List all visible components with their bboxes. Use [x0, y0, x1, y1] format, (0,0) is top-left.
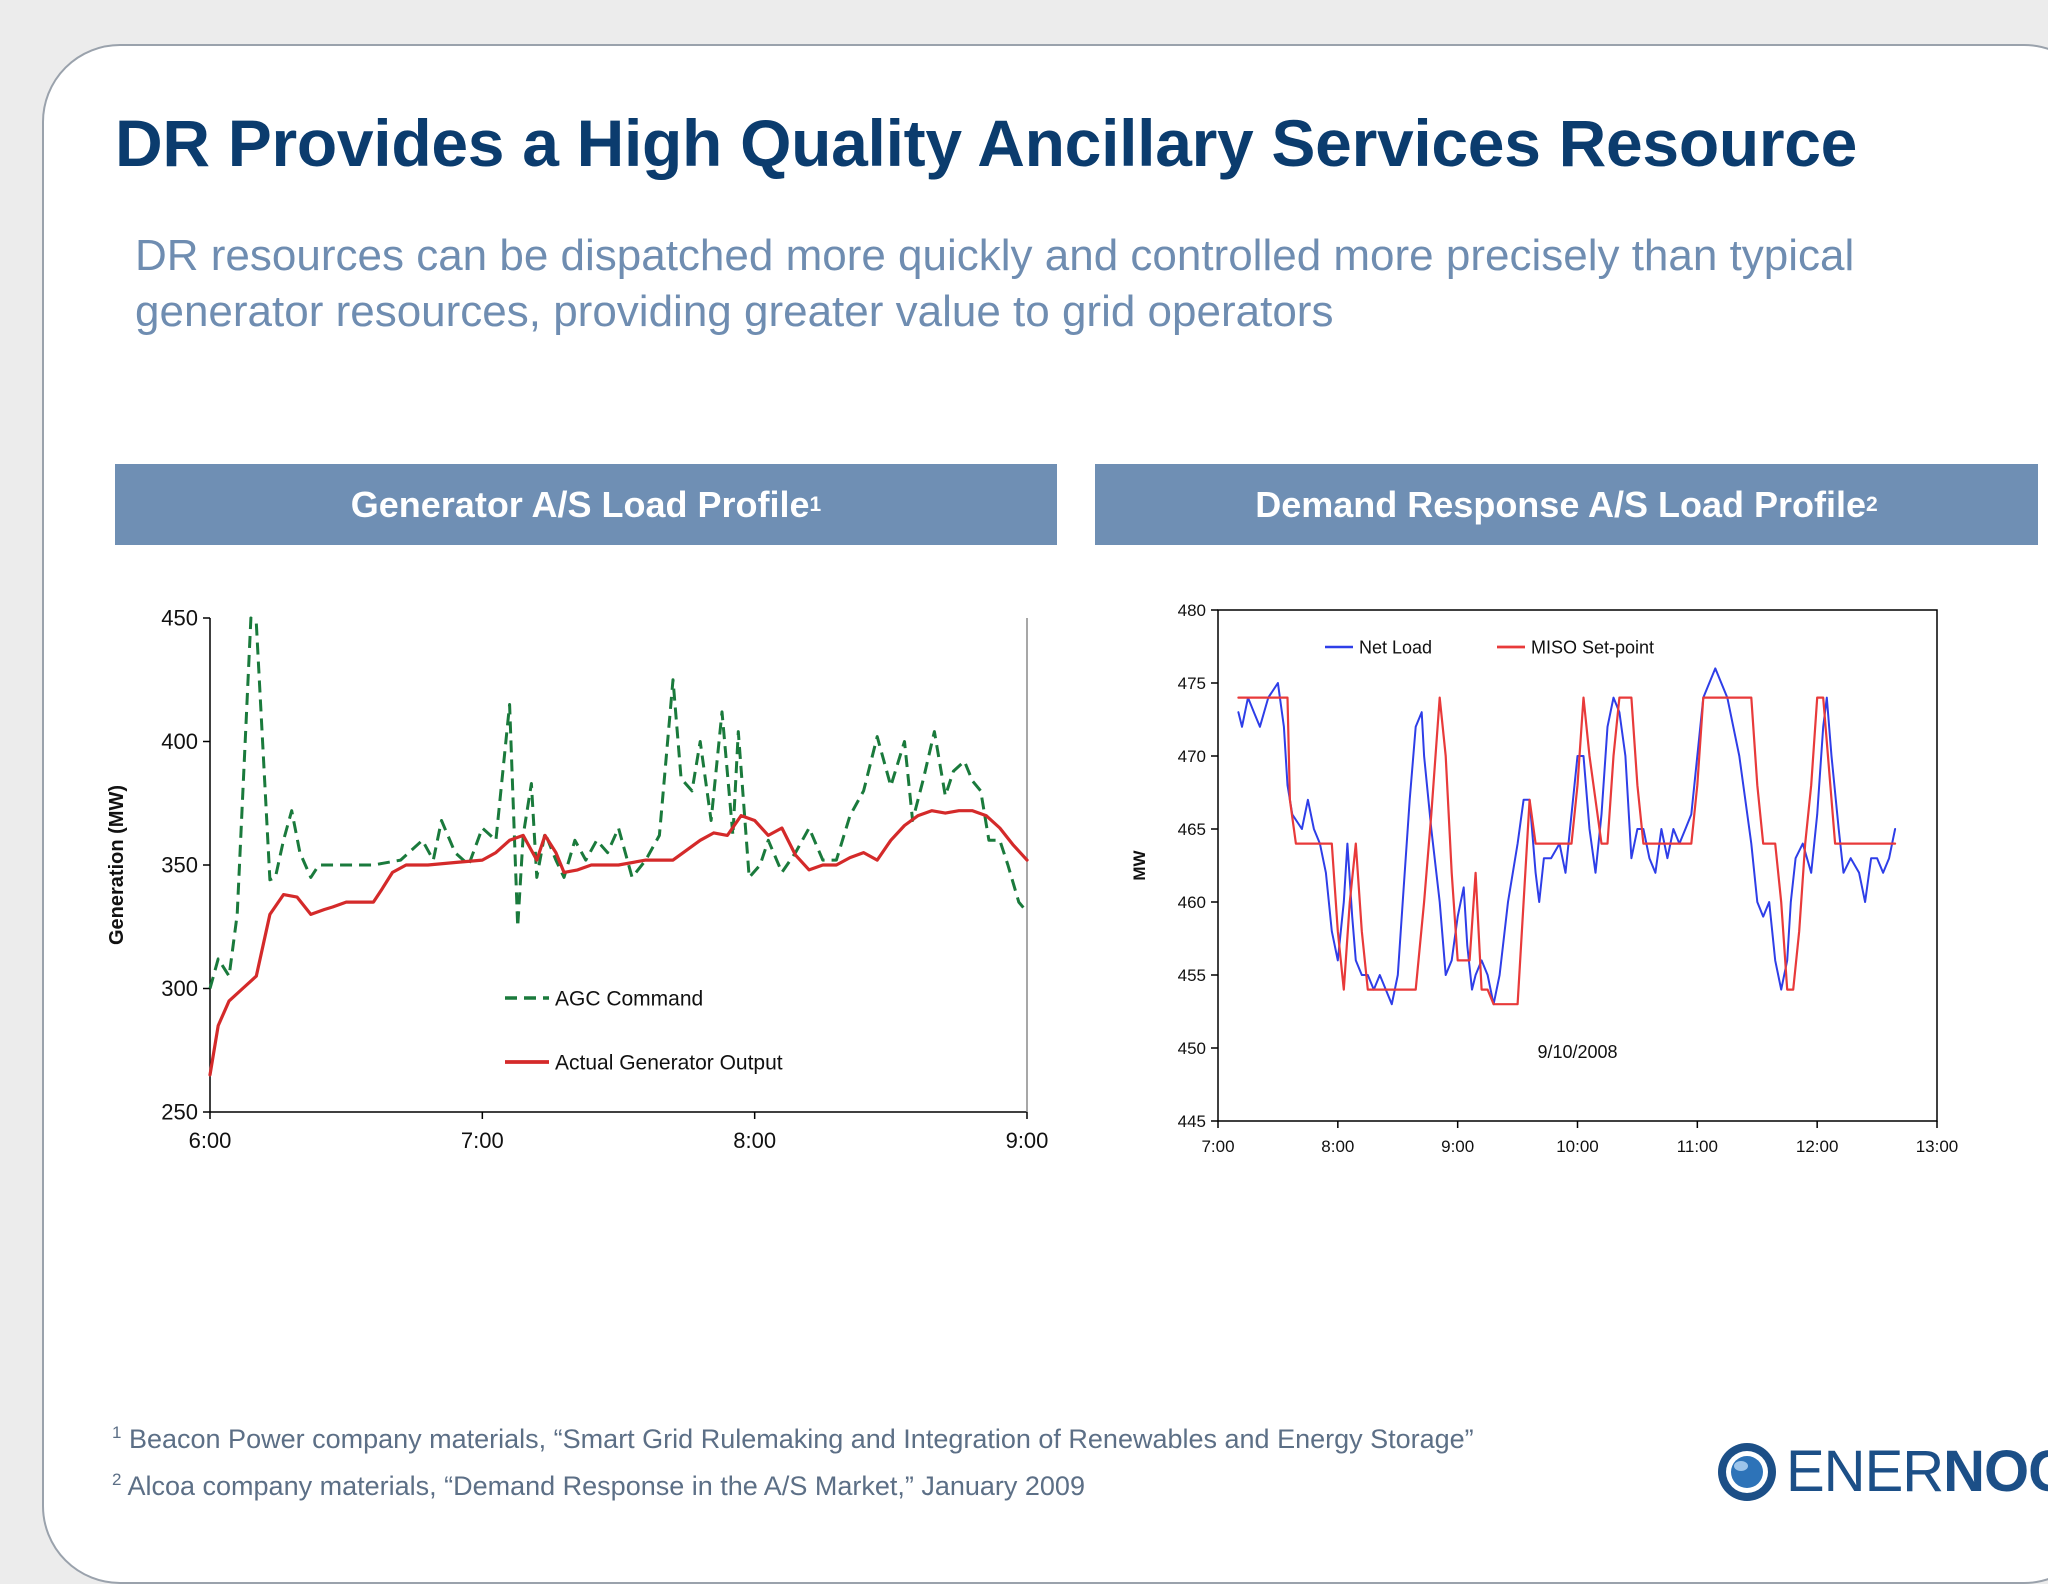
- dr-chart-y-tick-label: 460: [1178, 893, 1206, 912]
- dr-chart-y-axis-label: MW: [1130, 849, 1149, 880]
- dr-panel-header-label: Demand Response A/S Load Profile: [1255, 483, 1867, 525]
- dr-chart-legend-label: Net Load: [1359, 637, 1432, 657]
- enernoc-logo-wordmark: ENERNOC: [1786, 1438, 2048, 1505]
- enernoc-logo-bold: NOC: [1943, 1439, 2048, 1504]
- slide-frame: [42, 44, 2048, 1584]
- dr-chart-y-tick-label: 465: [1178, 820, 1206, 839]
- gen-chart-series-actual-generator-output-line: [208, 809, 1029, 1077]
- gen-chart-y-tick-label: 400: [161, 729, 198, 754]
- dr-chart-x-tick-label: 11:00: [1677, 1137, 1718, 1156]
- dr-chart-x-tick-label: 13:00: [1916, 1137, 1959, 1156]
- slide-title: DR Provides a High Quality Ancillary Ser…: [115, 106, 1858, 180]
- gen-chart-legend-label: Actual Generator Output: [555, 1052, 783, 1075]
- gen-chart-x-tick-label: 9:00: [1006, 1128, 1049, 1153]
- gen-chart-y-axis-label: Generation (MW): [106, 785, 128, 945]
- dr-load-profile-chart: 445 450 455 460 465 470 475 480 7:00 8:00 9:00 10:0…: [1130, 601, 1959, 1156]
- gen-chart-x-tick-label: 6:00: [189, 1128, 232, 1153]
- dr-panel-header: Demand Response A/S Load Profile 2: [1095, 464, 2038, 545]
- gen-chart-y-tick-label: 450: [161, 606, 198, 631]
- dr-chart-x-tick-label: 12:00: [1796, 1137, 1839, 1156]
- footnote-2-marker: 2: [112, 1470, 122, 1489]
- gen-chart-series-agc-command-line: [208, 616, 1029, 989]
- footnote-1-marker: 1: [112, 1423, 122, 1442]
- generator-load-profile-chart: 250 300 350 400 450 6:00 7:00 8:00 9:00 Generatio…: [106, 606, 1049, 1153]
- gen-chart-x-tick-label: 7:00: [461, 1128, 504, 1153]
- enernoc-logo: ENERNOC: [1716, 1438, 2048, 1505]
- generator-panel-header: Generator A/S Load Profile 1: [115, 464, 1057, 545]
- dr-chart-legend-label: MISO Set-point: [1531, 637, 1654, 657]
- dr-chart-y-tick-label: 455: [1178, 966, 1206, 985]
- dr-chart-x-tick-label: 8:00: [1321, 1137, 1354, 1156]
- dr-chart-annotation: 9/10/2008: [1537, 1042, 1617, 1062]
- footnote-1: 1 Beacon Power company materials, “Smart…: [112, 1423, 1474, 1455]
- dr-chart-x-tick-label: 9:00: [1441, 1137, 1474, 1156]
- enernoc-logo-icon: [1718, 1442, 1776, 1501]
- enernoc-logo-light: ENER: [1786, 1439, 1944, 1504]
- footnote-2-text: Alcoa company materials, “Demand Respons…: [127, 1471, 1085, 1501]
- slide-subtitle: DR resources can be dispatched more quic…: [135, 231, 1855, 336]
- gen-chart-x-tick-label: 8:00: [733, 1128, 776, 1153]
- dr-chart-x-tick-label: 10:00: [1556, 1137, 1599, 1156]
- gen-chart-y-tick-label: 300: [161, 976, 198, 1001]
- dr-chart-y-tick-label: 470: [1178, 747, 1206, 766]
- footnote-2: 2 Alcoa company materials, “Demand Respo…: [112, 1470, 1085, 1502]
- generator-panel-header-footnote-ref: 1: [809, 492, 822, 516]
- gen-chart-y-tick-label: 250: [161, 1100, 198, 1125]
- dr-chart-y-tick-label: 480: [1178, 601, 1206, 620]
- dr-chart-y-tick-label: 450: [1178, 1039, 1206, 1058]
- dr-chart-series-miso-set-point-line: [1237, 696, 1897, 1006]
- dr-chart-y-tick-label: 445: [1178, 1112, 1206, 1131]
- footnote-1-text: Beacon Power company materials, “Smart G…: [128, 1424, 1474, 1454]
- gen-chart-legend-label: AGC Command: [555, 988, 703, 1011]
- dr-chart-y-tick-label: 475: [1178, 674, 1206, 693]
- dr-chart-x-tick-label: 7:00: [1201, 1137, 1234, 1156]
- gen-chart-y-tick-label: 350: [161, 853, 198, 878]
- dr-panel-header-footnote-ref: 2: [1866, 492, 1878, 516]
- generator-panel-header-label: Generator A/S Load Profile: [350, 483, 810, 525]
